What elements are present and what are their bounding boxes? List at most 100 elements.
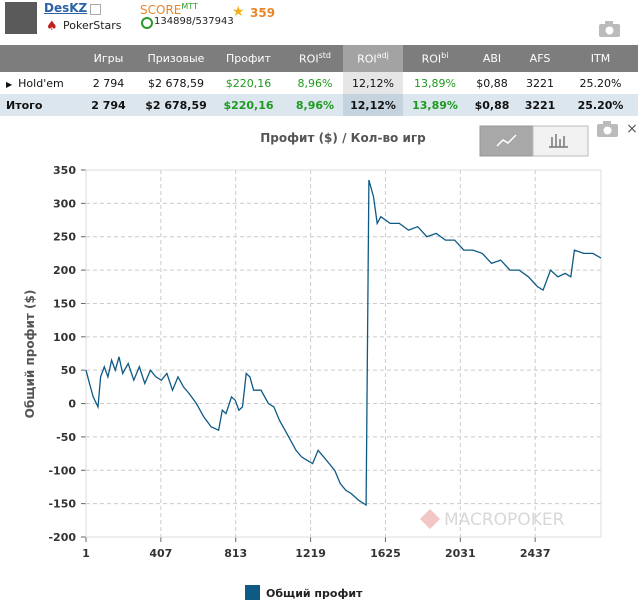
table-cell: $2 678,59: [142, 94, 210, 116]
cell-text: $2 678,59: [145, 98, 207, 112]
expand-arrow[interactable]: ▶: [6, 79, 13, 89]
legend-swatch: [245, 585, 260, 600]
column-sup: bi: [441, 51, 449, 61]
table-cell: 13,89%: [403, 94, 467, 116]
chart: Профит ($) / Кол-во игр × Общий профит (…: [23, 121, 638, 600]
table-cell: 2 794: [75, 72, 142, 94]
column-header: Призовые: [142, 45, 210, 72]
score-text: SCORE: [140, 3, 182, 17]
line-view-icon: [496, 134, 517, 147]
column-title: Игры: [93, 52, 124, 65]
y-tick-label: 250: [53, 231, 76, 244]
bar-view-icon: [549, 134, 568, 148]
stars: 359: [250, 6, 276, 20]
table-cell: 12,12%: [343, 72, 403, 94]
x-tick-label: 407: [149, 547, 172, 560]
y-tick-label: 50: [61, 364, 77, 377]
series-line: [85, 179, 602, 507]
cell-text: 2 794: [92, 76, 125, 90]
table-cell: $0,88: [467, 94, 517, 116]
cell-text: 8,96%: [297, 76, 333, 90]
y-tick-label: -50: [56, 431, 76, 444]
column-header: ROIstd: [287, 45, 343, 72]
cell-text: Итого: [6, 98, 43, 112]
cell-text: 3221: [524, 98, 556, 112]
y-tick-label: -100: [48, 464, 76, 477]
cell-text: 12,12%: [352, 76, 394, 90]
score-sup: MTT: [181, 2, 198, 11]
cell-text: Hold'em: [18, 76, 64, 90]
table-cell: 3221: [517, 94, 563, 116]
table-row: ▶ Hold'em 2 794 $2 678,59 $220,16 8,96% 12,12%…: [0, 72, 638, 94]
column-title: AFS: [529, 52, 551, 65]
table-cell: 25.20%: [563, 94, 638, 116]
column-title: ROI: [421, 52, 442, 66]
column-title: ROI: [357, 52, 377, 66]
x-tick-label: 1219: [295, 547, 326, 560]
x-tick-label: 1625: [370, 547, 401, 560]
flag-icon: [90, 4, 101, 15]
legend-label: Общий профит: [266, 587, 363, 600]
watermark: MACROPOKER: [444, 510, 565, 530]
x-tick-label: 2437: [520, 547, 551, 560]
stats-table: Игры Призовые Профит ROIstd ROIadj ROIbi ABI AF…: [0, 45, 638, 116]
line-view-button[interactable]: [479, 125, 534, 157]
watermark-logo: [420, 509, 440, 529]
column-title: Профит: [226, 52, 271, 65]
column-header: ABI: [467, 45, 517, 72]
cell-text: 8,96%: [295, 98, 335, 112]
table-cell: 3221: [517, 72, 563, 94]
y-tick-label: 150: [53, 297, 76, 310]
player-name[interactable]: DesKZ: [44, 1, 88, 15]
cell-text: $2 678,59: [148, 76, 204, 90]
column-title: ITM: [590, 52, 611, 65]
cell-text: 25.20%: [579, 76, 622, 90]
column-sup: adj: [376, 51, 389, 61]
cell-text: $0,88: [476, 76, 508, 90]
table-row: Итого 2 794 $2 678,59 $220,16 8,96% 12,12% 13,…: [0, 94, 638, 116]
room-icon: ♠: [46, 19, 58, 34]
table-cell: ▶ Hold'em: [0, 72, 75, 94]
x-tick-label: 2031: [445, 547, 476, 560]
x-tick-label: 813: [224, 547, 247, 560]
table-cell: 8,96%: [287, 72, 343, 94]
column-header: ITM: [563, 45, 638, 72]
column-title: ROI: [299, 52, 319, 66]
star-icon: ★: [232, 4, 245, 20]
y-tick-label: 0: [68, 398, 76, 411]
table-cell: $2 678,59: [142, 72, 210, 94]
cell-text: 13,89%: [412, 98, 458, 112]
column-header: ROIbi: [403, 45, 467, 72]
cell-text: 13,89%: [414, 76, 456, 90]
column-header: ROIadj: [343, 45, 403, 72]
column-header: Профит: [210, 45, 287, 72]
y-tick-label: 300: [53, 197, 76, 210]
column-header: AFS: [517, 45, 563, 72]
room-name: PokerStars: [63, 19, 122, 32]
close-button[interactable]: ×: [626, 121, 638, 137]
avatar: [5, 2, 37, 34]
cell-text: $0,88: [474, 98, 510, 112]
cell-text: $220,16: [225, 76, 272, 90]
chart-title: Профит ($) / Кол-во игр: [260, 131, 426, 145]
y-tick-label: 200: [53, 264, 76, 277]
y-tick-label: 350: [53, 164, 76, 177]
x-tick-label: 1: [82, 547, 90, 560]
y-axis-label: Общий профит ($): [23, 290, 37, 419]
cell-text: 12,12%: [350, 98, 396, 112]
cell-text: $220,16: [223, 98, 274, 112]
cell-text: 3221: [526, 76, 554, 90]
rank-icon: [141, 17, 153, 29]
corner-cell: [0, 45, 75, 72]
cell-text: 25.20%: [577, 98, 624, 112]
table-cell: 13,89%: [403, 72, 467, 94]
table-cell: 12,12%: [343, 94, 403, 116]
camera-icon[interactable]: [598, 20, 622, 38]
table-cell: Итого: [0, 94, 75, 116]
camera-icon[interactable]: [597, 121, 618, 137]
score-label: SCOREMTT: [140, 2, 198, 17]
table-cell: 25.20%: [563, 72, 638, 94]
table-cell: $220,16: [210, 94, 287, 116]
column-sup: std: [318, 51, 331, 61]
plot-frame: [85, 169, 602, 538]
